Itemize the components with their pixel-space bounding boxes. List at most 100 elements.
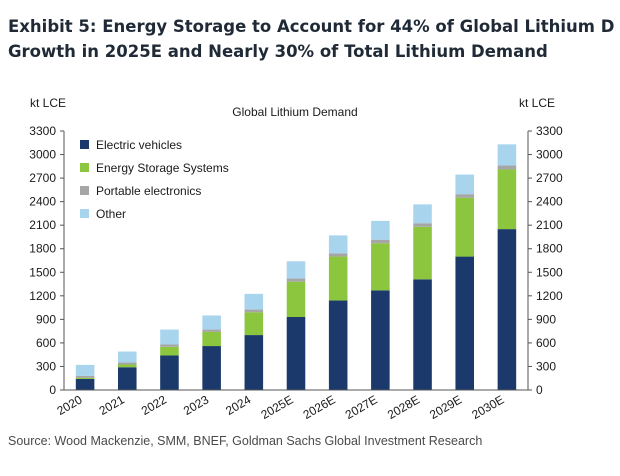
legend-item: Energy Storage Systems xyxy=(80,161,229,175)
y-tick-label-left: 900 xyxy=(36,312,56,326)
bar-segment-electric-vehicles xyxy=(244,335,264,390)
bar-segment-other xyxy=(328,235,348,254)
x-tick-label: 2025E xyxy=(258,392,295,421)
bar-segment-other xyxy=(117,351,137,363)
legend-swatch xyxy=(80,140,89,149)
bar-segment-other xyxy=(244,293,264,310)
y-tick-label-left: 2700 xyxy=(29,171,56,185)
y-tick-label-right: 900 xyxy=(536,312,556,326)
bar-stack-2021 xyxy=(117,351,137,390)
bar-segment-other xyxy=(286,261,306,279)
y-tick-label-left: 3300 xyxy=(29,124,56,138)
legend-label: Electric vehicles xyxy=(96,138,182,152)
bar-stack-2024 xyxy=(244,293,264,390)
x-tick-label: 2026E xyxy=(301,392,338,421)
y-tick-label-right: 3000 xyxy=(536,148,563,162)
x-tick-label: 2024 xyxy=(223,392,253,418)
legend-swatch xyxy=(80,186,89,195)
bar-segment-other xyxy=(75,364,95,376)
bar-segment-portable-electronics xyxy=(371,239,390,244)
bar-stack-2027E xyxy=(371,220,390,390)
x-tick-label: 2021 xyxy=(97,392,127,418)
x-tick-label: 2030E xyxy=(469,392,506,421)
legend-label: Other xyxy=(96,207,126,221)
y-tick-label-left: 2100 xyxy=(29,218,56,232)
y-tick-label-right: 1500 xyxy=(536,265,563,279)
bar-segment-portable-electronics xyxy=(160,344,179,347)
bar-segment-electric-vehicles xyxy=(202,346,221,390)
bar-segment-energy-storage-systems xyxy=(371,243,390,291)
x-tick-label: 2028E xyxy=(385,392,422,421)
bar-segment-electric-vehicles xyxy=(497,229,517,390)
bar-segment-portable-electronics xyxy=(117,362,137,365)
exhibit-title-line2: Growth in 2025E and Nearly 30% of Total … xyxy=(8,42,548,61)
bar-stack-2029E xyxy=(455,174,475,390)
x-tick-label: 2020 xyxy=(54,392,84,418)
bar-segment-portable-electronics xyxy=(244,309,264,313)
y-axis-label-left: kt LCE xyxy=(30,96,66,110)
y-axis-label-right: kt LCE xyxy=(519,96,555,110)
bar-stack-2028E xyxy=(413,204,432,390)
bar-segment-portable-electronics xyxy=(328,253,348,257)
bar-segment-electric-vehicles xyxy=(371,290,390,390)
exhibit-title-line1: Exhibit 5: Energy Storage to Account for… xyxy=(8,17,614,36)
bar-stack-2020 xyxy=(75,364,95,390)
bar-segment-electric-vehicles xyxy=(75,379,95,390)
bar-stack-2025E xyxy=(286,261,306,390)
bar-segment-energy-storage-systems xyxy=(202,331,221,347)
y-axis-right-ticks: 0 300 600 900 1200 1500 1800 2100 2400 2700 3000 33… xyxy=(528,124,563,397)
y-axis-left-ticks: 0 300 600 900 1200 1500 1800 2100 2400 2700 3000 33… xyxy=(29,124,64,397)
bar-segment-portable-electronics xyxy=(202,329,221,332)
bar-segment-other xyxy=(371,220,390,240)
chart-title: Global Lithium Demand xyxy=(232,105,357,119)
bar-segment-portable-electronics xyxy=(75,375,95,378)
x-tick-label: 2027E xyxy=(343,392,380,421)
bar-stack-2022 xyxy=(160,329,179,390)
source-note: Source: Wood Mackenzie, SMM, BNEF, Goldm… xyxy=(8,434,483,448)
y-tick-label-left: 3000 xyxy=(29,148,56,162)
chart: Global Lithium Demand kt LCE kt LCE 0 300… xyxy=(29,96,563,422)
x-axis-labels: 2020 2021 2022 2023 2024 2025E 2026E 2027E 2028E… xyxy=(54,392,506,422)
bar-segment-energy-storage-systems xyxy=(497,169,517,230)
bar-segment-portable-electronics xyxy=(497,165,517,170)
y-tick-label-left: 300 xyxy=(36,359,56,373)
bar-segment-energy-storage-systems xyxy=(117,364,137,368)
y-tick-label-right: 2700 xyxy=(536,171,563,185)
bar-segment-portable-electronics xyxy=(286,278,306,282)
bar-segment-energy-storage-systems xyxy=(328,256,348,301)
x-tick-label: 2023 xyxy=(181,392,211,418)
legend-swatch xyxy=(80,163,89,172)
bar-segment-electric-vehicles xyxy=(413,279,432,390)
y-tick-label-left: 1500 xyxy=(29,265,56,279)
bar-segment-other xyxy=(413,204,432,224)
bar-segment-portable-electronics xyxy=(413,223,432,227)
exhibit-title: Exhibit 5: Energy Storage to Account for… xyxy=(8,14,614,64)
y-tick-label-right: 600 xyxy=(536,336,556,350)
y-tick-label-right: 2100 xyxy=(536,218,563,232)
bar-segment-other xyxy=(497,144,517,166)
y-tick-label-left: 0 xyxy=(49,383,56,397)
x-tick-label: 2022 xyxy=(139,392,169,418)
bar-stack-2030E xyxy=(497,144,517,390)
bar-segment-energy-storage-systems xyxy=(413,226,432,280)
legend-item: Electric vehicles xyxy=(80,138,182,152)
legend: Electric vehicles Energy Storage Systems P… xyxy=(80,138,229,221)
y-tick-label-right: 1800 xyxy=(536,242,563,256)
bar-stack-2026E xyxy=(328,235,348,390)
bar-segment-energy-storage-systems xyxy=(75,377,95,380)
bar-segment-energy-storage-systems xyxy=(286,281,306,318)
bar-segment-other xyxy=(202,315,221,330)
bar-stack-2023 xyxy=(202,315,221,390)
legend-label: Energy Storage Systems xyxy=(96,161,229,175)
bar-segment-energy-storage-systems xyxy=(455,197,475,257)
bar-segment-other xyxy=(160,329,179,345)
bar-segment-electric-vehicles xyxy=(328,300,348,390)
y-tick-label-left: 1800 xyxy=(29,242,56,256)
legend-item: Portable electronics xyxy=(80,184,201,198)
bar-segment-electric-vehicles xyxy=(117,367,137,390)
y-tick-label-right: 0 xyxy=(536,383,543,397)
legend-swatch xyxy=(80,209,89,218)
bar-segment-other xyxy=(455,174,475,195)
y-tick-label-left: 2400 xyxy=(29,195,56,209)
x-tick-label: 2029E xyxy=(427,392,464,421)
